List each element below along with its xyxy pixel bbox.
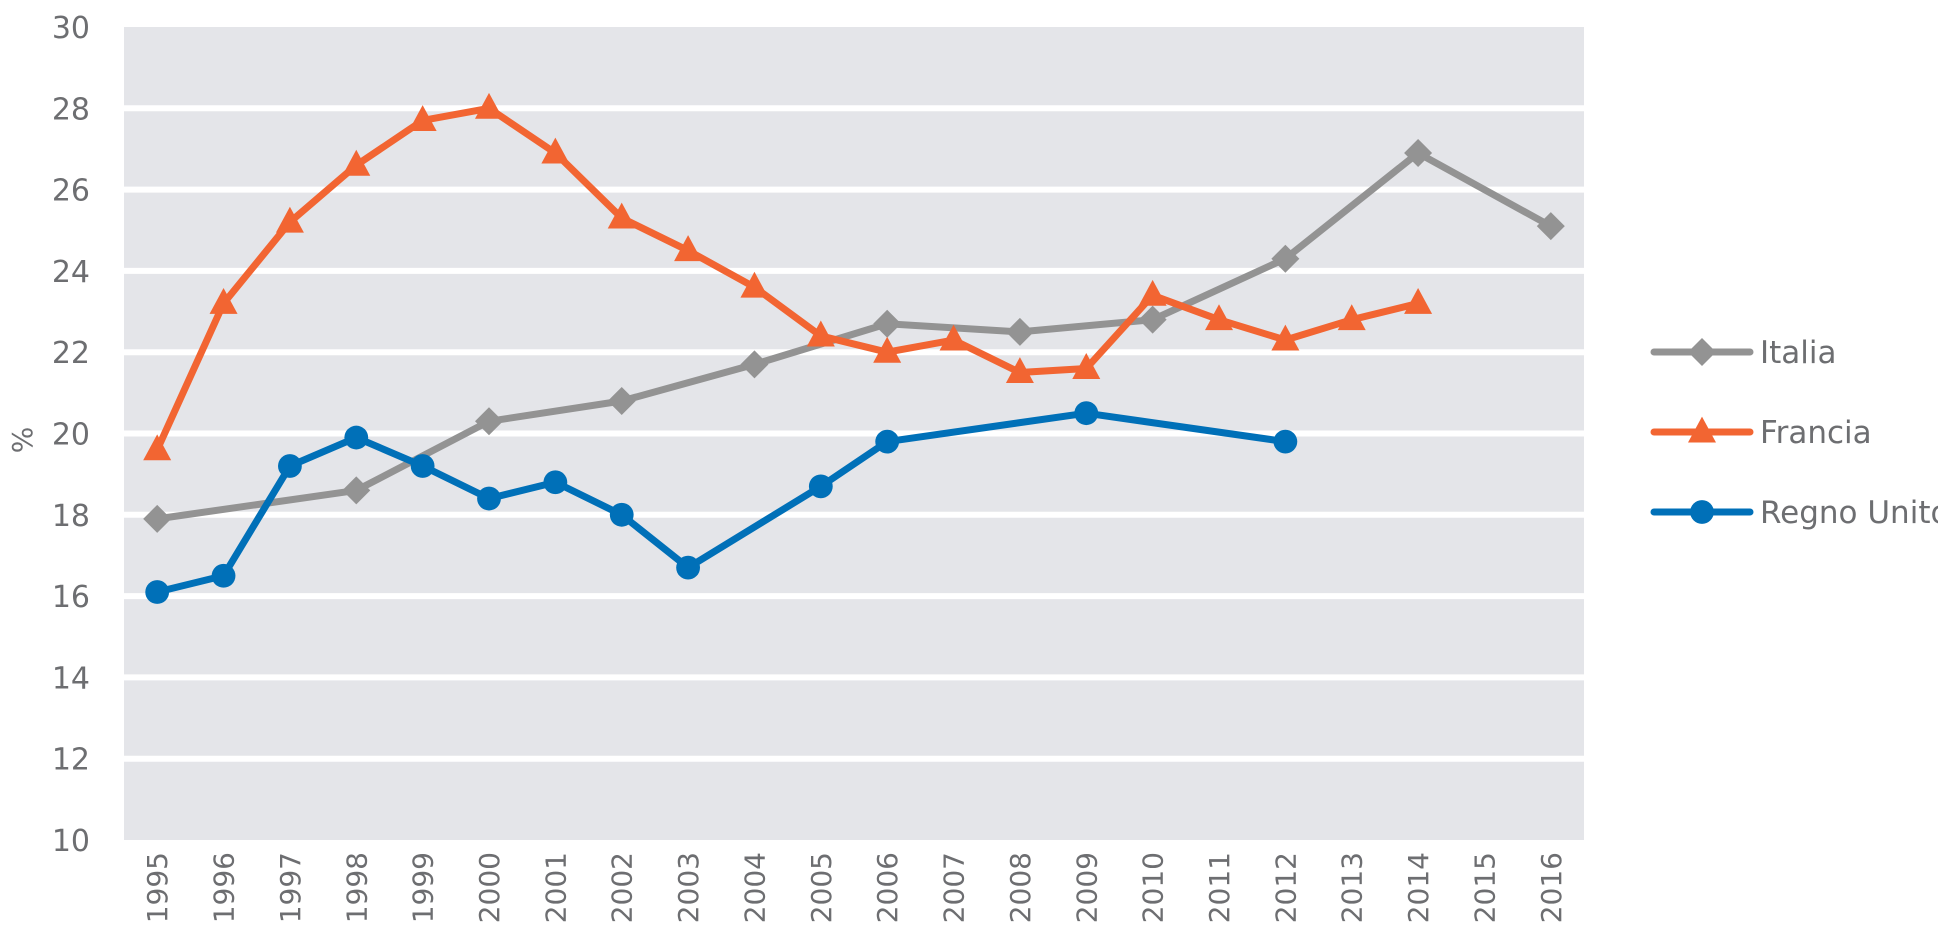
series-italia bbox=[143, 139, 1565, 533]
x-axis: 1995 1996 1997 1998 1999 2000 2001 2002 2003 2004… bbox=[141, 852, 1568, 923]
x-tick-label: 2015 bbox=[1468, 852, 1501, 923]
circle-marker bbox=[1273, 429, 1298, 454]
diamond-marker bbox=[475, 407, 503, 436]
x-tick-label: 2001 bbox=[539, 852, 572, 923]
legend-item: Italia bbox=[1650, 335, 1837, 371]
diamond-marker bbox=[1536, 212, 1565, 241]
triangle-marker bbox=[475, 92, 503, 119]
y-tick-label: 18 bbox=[52, 499, 90, 534]
circle-marker bbox=[344, 425, 369, 450]
circle-marker bbox=[145, 580, 170, 604]
x-tick-label: 1999 bbox=[407, 852, 440, 923]
y-axis: 10 12 14 16 18 20 22 24 26 28 30 bbox=[52, 11, 90, 859]
circle-marker bbox=[278, 454, 302, 478]
triangle-marker bbox=[1072, 353, 1101, 379]
x-tick-label: 2008 bbox=[1004, 852, 1037, 923]
x-tick-label: 2002 bbox=[606, 852, 639, 923]
x-tick-label: 1997 bbox=[274, 852, 307, 923]
circle-marker bbox=[609, 502, 634, 527]
triangle-marker bbox=[873, 336, 902, 363]
diamond-marker bbox=[1688, 338, 1716, 366]
x-tick-label: 1996 bbox=[208, 852, 241, 923]
triangle-marker bbox=[541, 137, 570, 164]
legend-item: Francia bbox=[1650, 415, 1872, 451]
x-tick-label: 2003 bbox=[672, 852, 705, 923]
y-tick-label: 30 bbox=[52, 11, 90, 46]
triangle-marker bbox=[1271, 324, 1300, 351]
y-tick-label: 16 bbox=[52, 580, 90, 615]
diamond-marker bbox=[1404, 139, 1433, 168]
triangle-marker bbox=[1005, 357, 1034, 384]
x-tick-label: 2005 bbox=[805, 852, 838, 923]
triangle-marker bbox=[1205, 304, 1233, 331]
x-tick-label: 2009 bbox=[1070, 852, 1103, 923]
triangle-marker bbox=[408, 105, 437, 131]
diamond-marker bbox=[143, 504, 172, 533]
triangle-marker bbox=[939, 324, 968, 351]
y-tick-label: 26 bbox=[52, 174, 90, 209]
plot-background bbox=[124, 27, 1584, 840]
x-tick-label: 2013 bbox=[1336, 852, 1369, 923]
x-tick-label: 1995 bbox=[141, 852, 174, 923]
diamond-marker bbox=[873, 309, 902, 338]
diamond-marker bbox=[607, 386, 636, 415]
circle-marker bbox=[1690, 500, 1714, 524]
x-tick-label: 2012 bbox=[1269, 852, 1302, 923]
triangle-marker bbox=[1688, 416, 1716, 443]
x-tick-label: 2004 bbox=[738, 852, 771, 923]
legend-item: Regno Unito bbox=[1650, 495, 1938, 531]
x-tick-label: 2006 bbox=[871, 852, 904, 923]
x-tick-label: 2016 bbox=[1535, 852, 1568, 923]
y-tick-label: 24 bbox=[52, 255, 90, 290]
triangle-marker bbox=[209, 288, 238, 314]
triangle-marker bbox=[806, 320, 835, 347]
triangle-marker bbox=[740, 271, 769, 298]
x-tick-label: 1998 bbox=[340, 852, 373, 923]
y-tick-label: 22 bbox=[52, 336, 90, 371]
diamond-marker bbox=[740, 350, 769, 379]
legend: Italia Francia Regno Unito bbox=[1650, 335, 1938, 531]
circle-marker bbox=[477, 486, 501, 511]
triangle-marker bbox=[275, 206, 304, 233]
y-tick-label: 20 bbox=[52, 418, 90, 453]
legend-label: Francia bbox=[1760, 415, 1872, 451]
legend-label: Regno Unito bbox=[1760, 495, 1938, 531]
circle-marker bbox=[808, 474, 833, 499]
diamond-marker bbox=[1138, 305, 1167, 334]
triangle-marker bbox=[1138, 279, 1167, 306]
circle-marker bbox=[410, 454, 435, 478]
y-tick-label: 12 bbox=[52, 743, 90, 778]
series-francia bbox=[143, 92, 1433, 461]
diamond-marker bbox=[1271, 244, 1300, 273]
triangle-marker bbox=[1404, 288, 1433, 314]
diamond-marker bbox=[1005, 317, 1034, 346]
x-tick-label: 2000 bbox=[473, 852, 506, 923]
circle-marker bbox=[211, 563, 236, 588]
circle-marker bbox=[1074, 401, 1099, 426]
circle-marker bbox=[875, 429, 900, 454]
x-tick-label: 2010 bbox=[1137, 852, 1170, 923]
triangle-marker bbox=[342, 149, 371, 176]
diamond-marker bbox=[342, 476, 371, 505]
x-tick-label: 2014 bbox=[1402, 852, 1435, 923]
triangle-marker bbox=[674, 235, 703, 262]
circle-marker bbox=[543, 470, 568, 495]
triangle-marker bbox=[1337, 304, 1366, 331]
series-regno-unito bbox=[145, 401, 1298, 604]
series-line bbox=[153, 104, 1419, 452]
y-tick-label: 10 bbox=[52, 824, 90, 859]
y-axis-label: % bbox=[6, 427, 39, 454]
triangle-marker bbox=[607, 202, 636, 229]
series-layer bbox=[143, 92, 1565, 604]
x-tick-label: 2007 bbox=[938, 852, 971, 923]
legend-label: Italia bbox=[1760, 335, 1837, 371]
circle-marker bbox=[676, 555, 700, 580]
y-tick-label: 14 bbox=[52, 661, 90, 696]
x-tick-label: 2011 bbox=[1203, 852, 1236, 923]
y-tick-label: 28 bbox=[52, 92, 90, 127]
triangle-marker bbox=[143, 434, 172, 461]
